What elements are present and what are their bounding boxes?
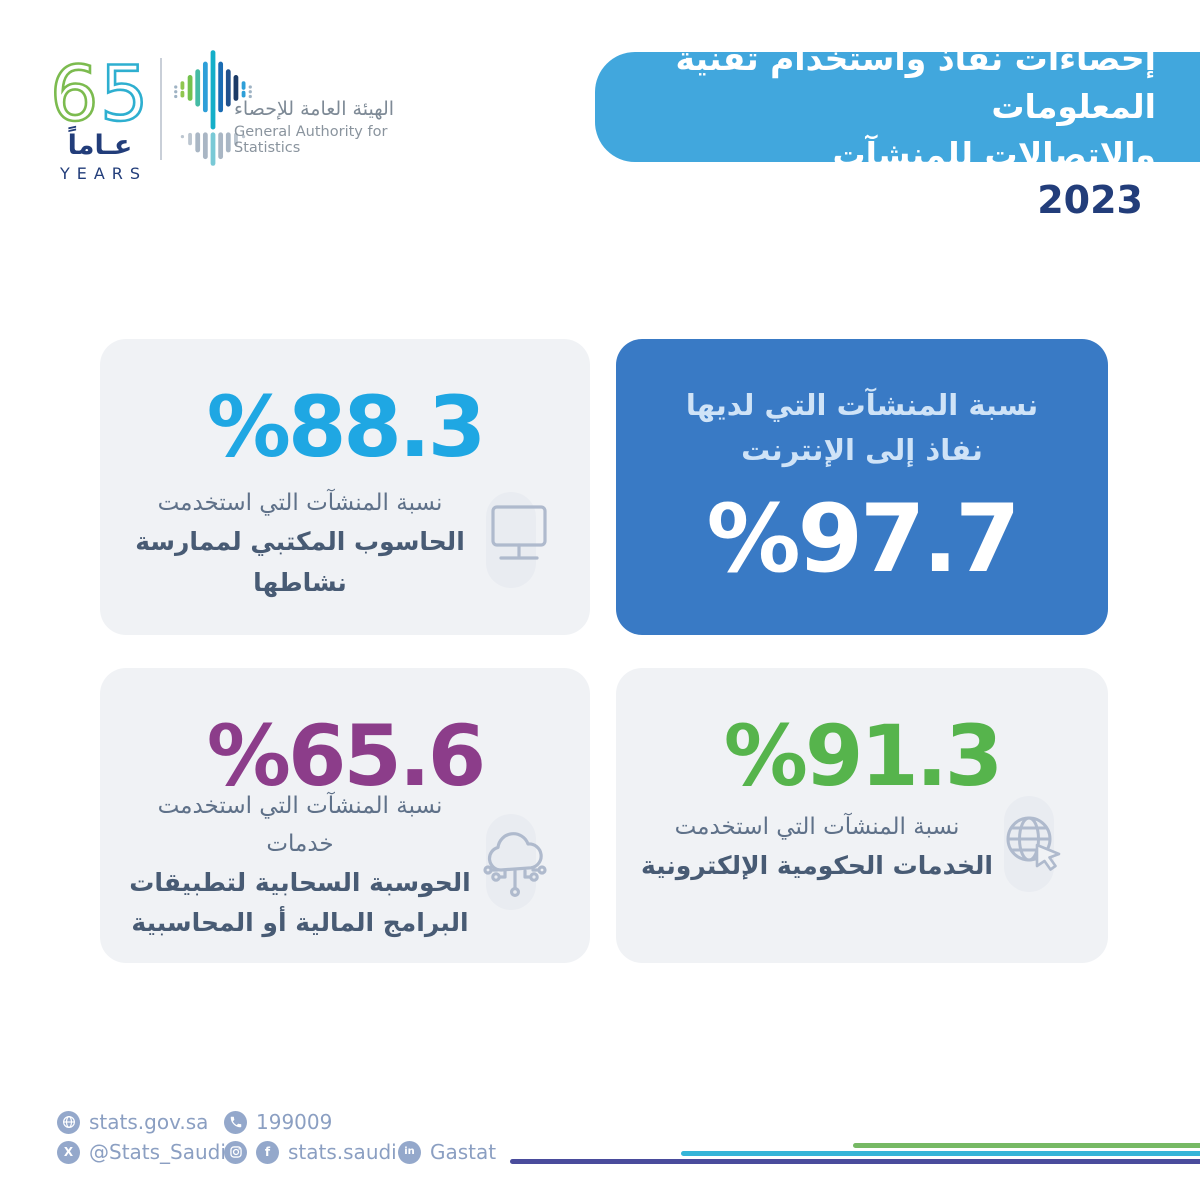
card-desktop-usage: %88.3 نسبة المنشآت التي استخدمت الحاسوب … — [100, 339, 590, 635]
title-banner: إحصاءات نفاذ واستخدام تقنية المعلومات وا… — [595, 39, 1200, 174]
phone-text: 199009 — [256, 1110, 333, 1134]
instagram-icon — [224, 1140, 247, 1164]
banner-title-line1: إحصاءات نفاذ واستخدام تقنية المعلومات — [675, 39, 1156, 127]
desktop-monitor-icon — [478, 484, 564, 604]
linkedin-handle-text: Gastat — [430, 1140, 497, 1164]
desktop-desc-regular: نسبة المنشآت التي استخدمت — [157, 489, 443, 516]
phone-icon — [224, 1110, 247, 1134]
contact-social-handle: f stats.saudi — [224, 1140, 397, 1164]
desktop-desc-bold: الحاسوب المكتبي لممارسة نشاطها — [135, 527, 465, 597]
svg-text:5: 5 — [100, 50, 148, 128]
cloud-computing-value: %65.6 — [206, 707, 486, 805]
internet-access-value: %97.7 — [706, 484, 1020, 594]
cloud-desc-bold: الحوسبة السحابية لتطبيقات البرامج المالي… — [129, 867, 471, 938]
egov-desc-bold: الخدمات الحكومية الإلكترونية — [640, 851, 993, 881]
stripe-cyan — [681, 1151, 1200, 1156]
org-name-block: الهيئة العامة للإحصاء General Authority … — [234, 98, 444, 156]
org-name-english: General Authority for Statistics — [234, 124, 388, 156]
anniversary-65-logo: 6 5 عـاماً YEARS — [50, 50, 150, 183]
cloud-computing-icon — [478, 806, 564, 926]
logo-divider — [160, 58, 162, 160]
65-outline-digits-icon: 6 5 — [50, 50, 150, 128]
anniversary-arabic-label: عـاماً — [67, 130, 133, 161]
globe-cursor-icon — [996, 788, 1082, 908]
stripe-green — [853, 1143, 1200, 1148]
contact-x-handle: X @Stats_Saudi — [57, 1140, 226, 1164]
cloud-desc-regular: نسبة المنشآت التي استخدمت خدمات — [157, 793, 443, 857]
contact-website: stats.gov.sa — [57, 1110, 208, 1134]
banner-title-line2: والاتصالات للمنشآت — [832, 134, 1156, 174]
x-handle-text: @Stats_Saudi — [89, 1140, 226, 1164]
anniversary-years-label: YEARS — [59, 164, 148, 183]
internet-card-title-line1: نسبة المنشآت التي لديها — [685, 388, 1039, 422]
contact-phone: 199009 — [224, 1110, 332, 1134]
year-label: 2023 — [1037, 178, 1143, 222]
desktop-usage-value: %88.3 — [206, 378, 486, 476]
card-cloud-computing: %65.6 نسبة المنشآت التي استخدمت خدمات ال… — [100, 668, 590, 963]
x-twitter-icon: X — [57, 1140, 80, 1164]
website-text: stats.gov.sa — [89, 1110, 209, 1134]
contact-linkedin-handle: in Gastat — [398, 1140, 496, 1164]
card-egov-services: %91.3 نسبة المنشآت التي استخدمت الخدمات … — [616, 668, 1108, 963]
facebook-icon: f — [256, 1140, 279, 1164]
svg-text:6: 6 — [50, 50, 98, 128]
social-handle-text: stats.saudi — [288, 1140, 397, 1164]
org-name-arabic: الهيئة العامة للإحصاء — [234, 98, 395, 120]
stripe-purple — [510, 1159, 1200, 1164]
egov-desc-regular: نسبة المنشآت التي استخدمت — [674, 814, 960, 841]
egov-services-value: %91.3 — [723, 707, 1003, 805]
linkedin-icon: in — [398, 1140, 421, 1164]
internet-card-title-line2: نفاذ إلى الإنترنت — [741, 432, 983, 467]
globe-icon — [57, 1110, 80, 1134]
card-internet-access: نسبة المنشآت التي لديها نفاذ إلى الإنترن… — [616, 339, 1108, 635]
gastat-logo-icon — [174, 50, 252, 166]
